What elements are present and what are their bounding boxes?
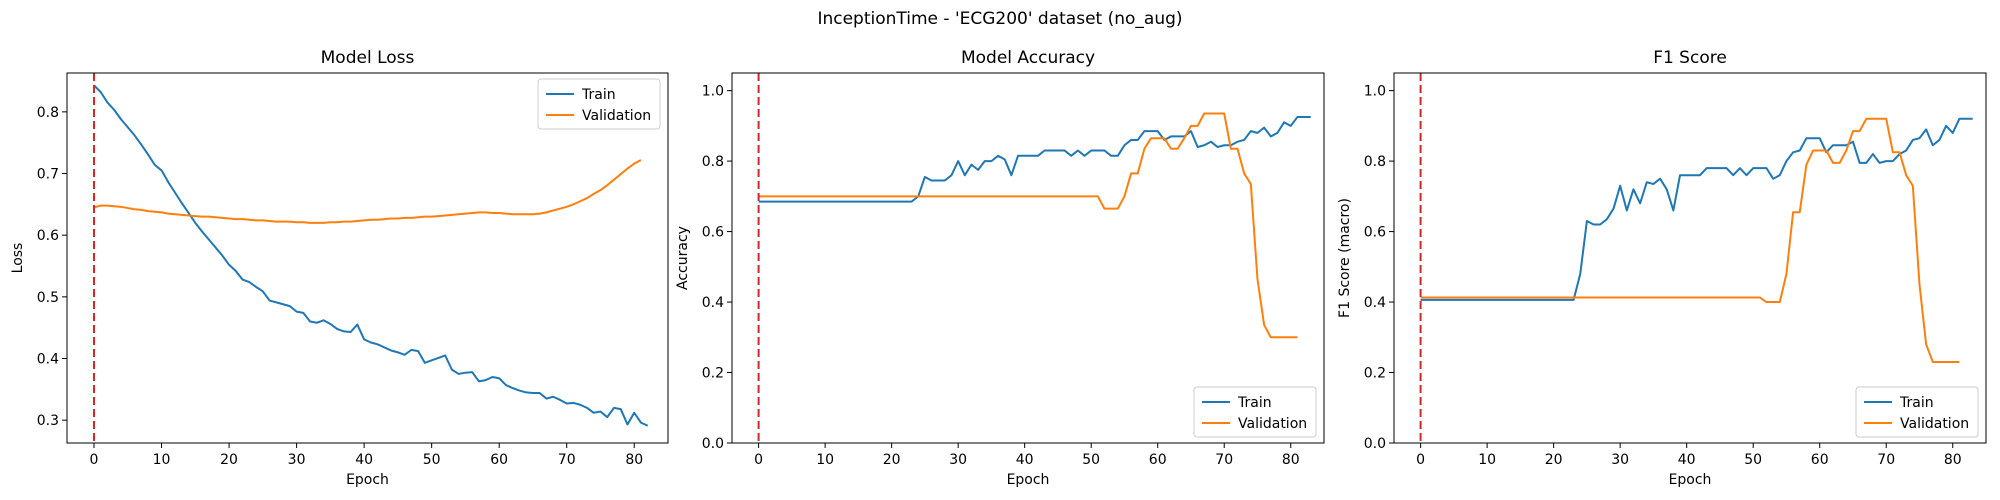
x-tick-label: 70	[1877, 452, 1895, 468]
y-tick-label: 0.4	[37, 352, 59, 368]
legend-entry-validation: Validation	[1238, 416, 1307, 432]
x-tick-label: 70	[1215, 452, 1233, 468]
legend-entry-validation: Validation	[1900, 416, 1969, 432]
x-tick-label: 0	[1416, 452, 1425, 468]
legend-box	[537, 78, 661, 130]
legend-entry-train: Train	[581, 87, 616, 103]
y-tick-label: 0.0	[1364, 436, 1386, 452]
y-axis-label: F1 Score (macro)	[1337, 198, 1353, 318]
x-tick-label: 30	[949, 452, 967, 468]
legend-box	[1193, 386, 1317, 438]
y-tick-label: 0.6	[37, 228, 59, 244]
x-tick-label: 20	[220, 452, 238, 468]
y-tick-label: 0.3	[37, 413, 59, 429]
y-tick-label: 0.8	[702, 154, 724, 170]
x-tick-label: 50	[423, 452, 441, 468]
y-tick-label: 0.2	[702, 366, 724, 382]
plot-area	[1420, 117, 1973, 363]
y-tick-label: 0.6	[1364, 225, 1386, 241]
panel-title: Model Loss	[321, 48, 415, 68]
x-tick-label: 20	[1545, 452, 1563, 468]
y-tick-label: 0.7	[37, 167, 59, 183]
y-tick-label: 0.8	[37, 105, 59, 121]
x-tick-label: 40	[1678, 452, 1696, 468]
x-tick-label: 10	[816, 452, 834, 468]
y-tick-label: 0.2	[1364, 366, 1386, 382]
x-tick-label: 30	[1611, 452, 1629, 468]
y-tick-label: 0.8	[1364, 154, 1386, 170]
legend-box	[1855, 386, 1979, 438]
x-tick-label: 40	[1016, 452, 1034, 468]
x-tick-label: 30	[288, 452, 306, 468]
panel-1: Model Loss 0 10 20 30 40 50 60 70 80 0.3 0.4 0.5 0.6 0…	[10, 48, 669, 488]
series-line-validation	[1420, 117, 1960, 363]
axes-frame	[731, 72, 1325, 444]
legend-entry-train: Train	[1899, 395, 1934, 411]
y-tick-label: 1.0	[1364, 84, 1386, 100]
series-line-train	[1420, 117, 1973, 301]
y-tick-label: 0.4	[702, 295, 724, 311]
y-tick-label: 0.5	[37, 290, 59, 306]
plot-area	[758, 112, 1311, 339]
x-tick-label: 80	[1944, 452, 1962, 468]
legend-entry-validation: Validation	[582, 108, 651, 124]
x-tick-label: 20	[883, 452, 901, 468]
x-tick-label: 10	[1478, 452, 1496, 468]
panel-title: F1 Score	[1653, 48, 1727, 68]
x-axis-label: Epoch	[1007, 472, 1050, 488]
x-axis-label: Epoch	[346, 472, 389, 488]
x-axis-label: Epoch	[1669, 472, 1712, 488]
y-tick-label: 0.4	[1364, 295, 1386, 311]
x-tick-label: 10	[153, 452, 171, 468]
axes-frame	[1393, 72, 1987, 444]
x-tick-label: 70	[558, 452, 576, 468]
y-tick-label: 0.6	[702, 225, 724, 241]
panel-2: Model Accuracy 0 10 20 30 40 50 60 70 80 0.0 0.2 0.4…	[675, 48, 1325, 488]
x-tick-label: 60	[1149, 452, 1167, 468]
x-tick-label: 0	[754, 452, 763, 468]
x-tick-label: 80	[1282, 452, 1300, 468]
y-axis-label: Accuracy	[675, 226, 691, 290]
x-tick-label: 80	[625, 452, 643, 468]
panel-title: Model Accuracy	[961, 48, 1095, 68]
plot-area	[93, 84, 649, 427]
series-line-validation	[93, 159, 642, 224]
x-tick-label: 0	[90, 452, 99, 468]
y-tick-label: 1.0	[702, 84, 724, 100]
series-line-validation	[758, 112, 1298, 339]
x-tick-label: 40	[355, 452, 373, 468]
panel-3: F1 Score 0 10 20 30 40 50 60 70 80 0.0 0.2 0.4 0.6 0.8…	[1337, 48, 1987, 488]
legend: Train Validation	[537, 78, 661, 130]
y-axis-label: Loss	[10, 243, 26, 274]
series-line-train	[758, 116, 1311, 203]
figure-title: InceptionTime - 'ECG200' dataset (no_aug…	[817, 9, 1182, 29]
y-tick-label: 0.0	[702, 436, 724, 452]
x-tick-label: 50	[1744, 452, 1762, 468]
series-line-train	[93, 84, 649, 427]
legend-entry-train: Train	[1237, 395, 1272, 411]
legend: Train Validation	[1855, 386, 1979, 438]
legend: Train Validation	[1193, 386, 1317, 438]
x-tick-label: 50	[1082, 452, 1100, 468]
axes-frame	[66, 72, 669, 444]
panels: Model Loss 0 10 20 30 40 50 60 70 80 0.3 0.4 0.5 0.6 0…	[10, 48, 1987, 488]
x-tick-label: 60	[490, 452, 508, 468]
x-tick-label: 60	[1811, 452, 1829, 468]
